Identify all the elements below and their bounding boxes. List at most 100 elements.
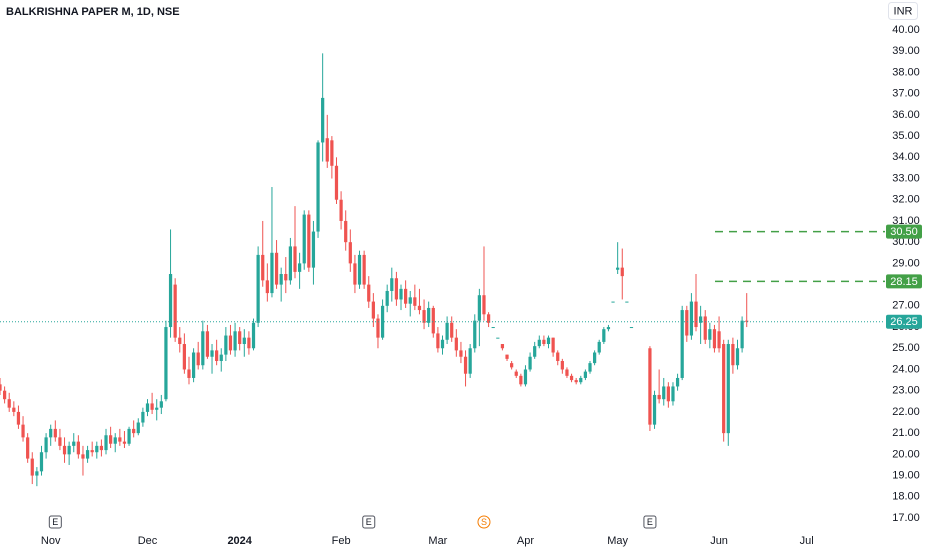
candle-body [182,344,186,370]
candle-body [625,301,629,303]
candle-body [463,356,468,374]
event-marker [477,515,491,529]
candle-body [427,307,431,323]
level-box [886,274,922,289]
x-tick-label: Jul [800,535,814,547]
candle-body [500,344,505,349]
candle-body [219,354,223,361]
candle-body [606,327,611,330]
candle-body [344,220,348,243]
candle-body [261,254,265,281]
candle-body [694,301,698,328]
candle-body [735,348,740,366]
candle-body [339,199,343,221]
y-tick-label: 35.00 [892,130,920,142]
candle-body [413,297,417,306]
candle-body [666,386,670,402]
candle-body [53,428,57,438]
candle-body [196,352,200,366]
y-tick-label: 20.00 [892,448,920,460]
candle-body [565,369,569,376]
candle-body [380,305,385,338]
candle-body [44,437,48,453]
candle-body [436,333,440,349]
candle-body [399,288,403,300]
y-tick-label: 17.00 [892,512,920,524]
candle-body [178,337,182,345]
candle-body [12,407,16,412]
candle-body [685,310,689,336]
candle-body [712,329,717,349]
candle-body [85,450,90,459]
y-tick-label: 33.00 [892,172,920,184]
x-tick-label: Dec [138,535,158,547]
candle-body [288,246,293,281]
candle-body [118,437,122,442]
candle-body [496,337,500,339]
candle-body [574,380,578,383]
candle-body [242,337,246,345]
candle-body [251,322,256,349]
candle-body [629,327,634,329]
candle-body [81,454,85,459]
candle-body [422,310,426,323]
candle-body [722,344,726,434]
event-label: E [647,517,653,527]
candle-body [588,363,592,372]
y-tick-label: 38.00 [892,66,920,78]
candle-body [551,337,555,353]
candle-body [408,297,412,304]
candle-body [256,254,260,323]
currency-box[interactable] [888,2,918,20]
event-label: E [366,517,372,527]
candle-body [353,263,357,285]
candle-body [247,337,251,349]
candle-body [620,267,624,277]
last-price-box [886,314,922,329]
candle-body [357,254,362,285]
candle-body [201,331,205,366]
candle-body [450,322,454,338]
candle-body [311,231,316,268]
currency[interactable]: INR [894,5,913,17]
candle-body [537,339,541,347]
y-tick-label: 24.00 [892,363,920,375]
candle-body [703,316,707,340]
level-label: 30.50 [890,226,918,238]
event-label: S [481,517,487,527]
candle-body [556,352,560,361]
candle-body [394,278,399,300]
candle-body [542,339,546,345]
candle-body [316,142,320,232]
level-label: 28.15 [890,276,918,288]
event-marker [48,515,62,529]
candle-body [205,331,210,357]
candle-body [348,242,352,264]
candle-body [486,314,491,323]
candle-body [141,411,145,423]
candle-body [2,390,7,400]
candle-body [367,284,371,302]
candle-body [592,352,597,364]
candle-body [136,422,140,434]
candle-body [187,369,191,378]
candle-body [583,371,588,378]
x-tick-label: Feb [332,535,351,547]
y-tick-label: 31.00 [892,215,920,227]
candle-body [616,267,620,270]
candle-body [468,348,472,374]
y-tick-label: 30.00 [892,236,920,248]
candle-body [330,140,334,166]
candle-body [717,331,721,349]
y-tick-label: 29.00 [892,257,920,269]
candle-body [726,344,730,434]
candle-body [362,254,366,285]
candle-body [284,274,288,281]
candle-body [385,290,389,306]
candle-body [514,371,518,376]
event-marker [362,515,376,529]
candle-body [274,252,279,285]
candle-body [745,320,749,322]
candle-body [109,435,113,444]
